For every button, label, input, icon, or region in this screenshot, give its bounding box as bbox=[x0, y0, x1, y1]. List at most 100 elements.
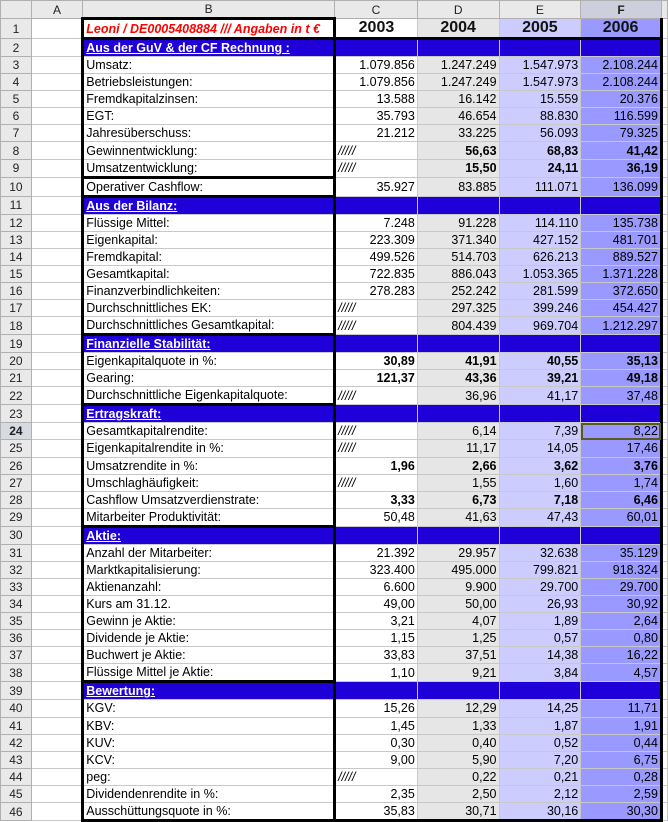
value-cell-2006[interactable]: 0,28 bbox=[580, 767, 663, 786]
cell-g[interactable] bbox=[660, 352, 668, 371]
value-cell-2006[interactable]: 2,64 bbox=[580, 612, 663, 631]
cell-a[interactable] bbox=[30, 281, 84, 301]
value-cell-2003[interactable]: 35.927 bbox=[333, 176, 418, 197]
cell-g[interactable] bbox=[660, 38, 668, 57]
cell-g[interactable] bbox=[660, 386, 668, 406]
value-cell-2006[interactable]: 2,59 bbox=[580, 784, 663, 804]
cell-a[interactable] bbox=[30, 73, 84, 92]
row-label[interactable]: Aktienanzahl: bbox=[81, 577, 337, 597]
row-header[interactable]: 38 bbox=[0, 663, 32, 683]
year-2006[interactable]: 2006 bbox=[580, 18, 663, 40]
value-cell-2004[interactable]: 12,29 bbox=[416, 699, 500, 718]
value-cell-2003[interactable]: 30,89 bbox=[333, 352, 418, 371]
row-header[interactable]: 11 bbox=[0, 195, 32, 215]
value-cell-2005[interactable]: 88.830 bbox=[498, 107, 582, 126]
value-cell-2006[interactable] bbox=[580, 404, 663, 424]
value-cell-2005[interactable] bbox=[498, 38, 582, 57]
value-cell-2004[interactable]: 11,17 bbox=[416, 439, 500, 458]
value-cell-2003[interactable]: 1.079.856 bbox=[333, 55, 418, 75]
value-cell-2004[interactable]: 886.043 bbox=[416, 264, 500, 283]
cell-a[interactable] bbox=[30, 612, 84, 631]
value-cell-2004[interactable] bbox=[416, 334, 500, 354]
row-header[interactable]: 2 bbox=[0, 38, 32, 57]
cell-g[interactable] bbox=[660, 784, 668, 804]
row-label[interactable]: Operativer Cashflow: bbox=[81, 176, 337, 198]
value-cell-2006[interactable]: 29.700 bbox=[580, 577, 663, 597]
cell-g[interactable] bbox=[660, 176, 668, 197]
row-header[interactable]: 18 bbox=[0, 316, 32, 336]
row-header[interactable]: 40 bbox=[0, 699, 32, 718]
value-cell-2005[interactable]: 14,38 bbox=[498, 646, 582, 665]
value-cell-2005[interactable] bbox=[498, 195, 582, 215]
row-label[interactable]: Durchschnittliches EK: bbox=[81, 299, 337, 318]
value-cell-2006[interactable]: 41,42 bbox=[580, 141, 663, 160]
value-cell-2004[interactable]: 6,73 bbox=[416, 490, 500, 509]
cell-a[interactable] bbox=[30, 681, 84, 701]
cell-g[interactable] bbox=[660, 802, 668, 821]
value-cell-2003[interactable]: 21.212 bbox=[333, 124, 418, 143]
row-label[interactable]: Dividendenrendite in %: bbox=[81, 784, 337, 804]
row-label[interactable]: Gesamtkapitalrendite: bbox=[81, 422, 337, 441]
value-cell-2004[interactable]: 33.225 bbox=[416, 124, 500, 143]
value-cell-2003[interactable]: 3,21 bbox=[333, 612, 418, 631]
cell-g[interactable] bbox=[660, 456, 668, 475]
row-label[interactable]: Finanzverbindlichkeiten: bbox=[81, 281, 337, 301]
row-header[interactable]: 15 bbox=[0, 264, 32, 283]
cell-g[interactable] bbox=[660, 124, 668, 143]
value-cell-2006[interactable]: 20.376 bbox=[580, 90, 663, 109]
cell-a[interactable] bbox=[30, 767, 84, 786]
value-cell-2003[interactable]: 7.248 bbox=[333, 213, 418, 232]
value-cell-2005[interactable]: 1.547.973 bbox=[498, 55, 582, 75]
row-header[interactable]: 42 bbox=[0, 733, 32, 752]
row-header[interactable]: 20 bbox=[0, 352, 32, 371]
column-header-g[interactable] bbox=[660, 0, 668, 19]
value-cell-2003[interactable]: 121,37 bbox=[333, 369, 418, 388]
value-cell-2006[interactable]: 4,57 bbox=[580, 663, 663, 683]
value-cell-2005[interactable]: 3,62 bbox=[498, 456, 582, 475]
row-label[interactable]: Gesamtkapital: bbox=[81, 264, 337, 283]
value-cell-2006[interactable]: 2.108.244 bbox=[580, 73, 663, 92]
row-label[interactable]: Gewinnentwicklung: bbox=[81, 141, 337, 160]
cell-g[interactable] bbox=[660, 422, 668, 441]
value-cell-2005[interactable]: 0,57 bbox=[498, 629, 582, 648]
row-header[interactable]: 19 bbox=[0, 334, 32, 354]
value-cell-2006[interactable]: 35.129 bbox=[580, 543, 663, 562]
row-label[interactable]: KCV: bbox=[81, 750, 337, 769]
value-cell-2003[interactable]: 2,35 bbox=[333, 784, 418, 804]
value-cell-2005[interactable]: 0,21 bbox=[498, 767, 582, 786]
column-header-a[interactable]: A bbox=[30, 0, 84, 19]
value-cell-2005[interactable] bbox=[498, 334, 582, 354]
cell-a[interactable] bbox=[30, 490, 84, 509]
cell-a[interactable] bbox=[30, 439, 84, 458]
value-cell-2004[interactable]: 6,14 bbox=[416, 422, 500, 441]
cell-a[interactable] bbox=[30, 716, 84, 735]
cell-g[interactable] bbox=[660, 699, 668, 718]
row-header[interactable]: 30 bbox=[0, 525, 32, 545]
value-cell-2005[interactable]: 24,11 bbox=[498, 158, 582, 178]
value-cell-2006[interactable]: 372.650 bbox=[580, 281, 663, 301]
row-label[interactable]: Eigenkapitalquote in %: bbox=[81, 352, 337, 371]
value-cell-2003[interactable]: 3,33 bbox=[333, 490, 418, 509]
value-cell-2005[interactable]: 15.559 bbox=[498, 90, 582, 109]
row-label[interactable]: KBV: bbox=[81, 716, 337, 735]
value-cell-2003[interactable]: 722.835 bbox=[333, 264, 418, 283]
column-header-b[interactable]: B bbox=[82, 0, 336, 19]
value-cell-2004[interactable]: 2,50 bbox=[416, 784, 500, 804]
cell-g[interactable] bbox=[660, 646, 668, 665]
row-header[interactable]: 6 bbox=[0, 107, 32, 126]
row-header[interactable]: 3 bbox=[0, 55, 32, 75]
row-label[interactable]: Kurs am 31.12. bbox=[81, 595, 337, 614]
value-cell-2005[interactable]: 2,12 bbox=[498, 784, 582, 804]
value-cell-2006[interactable] bbox=[580, 334, 663, 354]
row-label[interactable]: Ausschüttungsquote in %: bbox=[81, 802, 337, 822]
value-cell-2006[interactable]: 16,22 bbox=[580, 646, 663, 665]
cell-g[interactable] bbox=[660, 299, 668, 318]
section-title[interactable]: Bewertung: bbox=[81, 681, 337, 701]
value-cell-2004[interactable]: 1,25 bbox=[416, 629, 500, 648]
cell-a[interactable] bbox=[30, 195, 84, 215]
value-cell-2005[interactable]: 68,83 bbox=[498, 141, 582, 160]
selected-cell[interactable]: 8,22 bbox=[580, 422, 663, 441]
value-cell-2004[interactable]: 50,00 bbox=[416, 595, 500, 614]
value-cell-2005[interactable]: 626.213 bbox=[498, 247, 582, 266]
cell-a1[interactable] bbox=[30, 18, 84, 39]
